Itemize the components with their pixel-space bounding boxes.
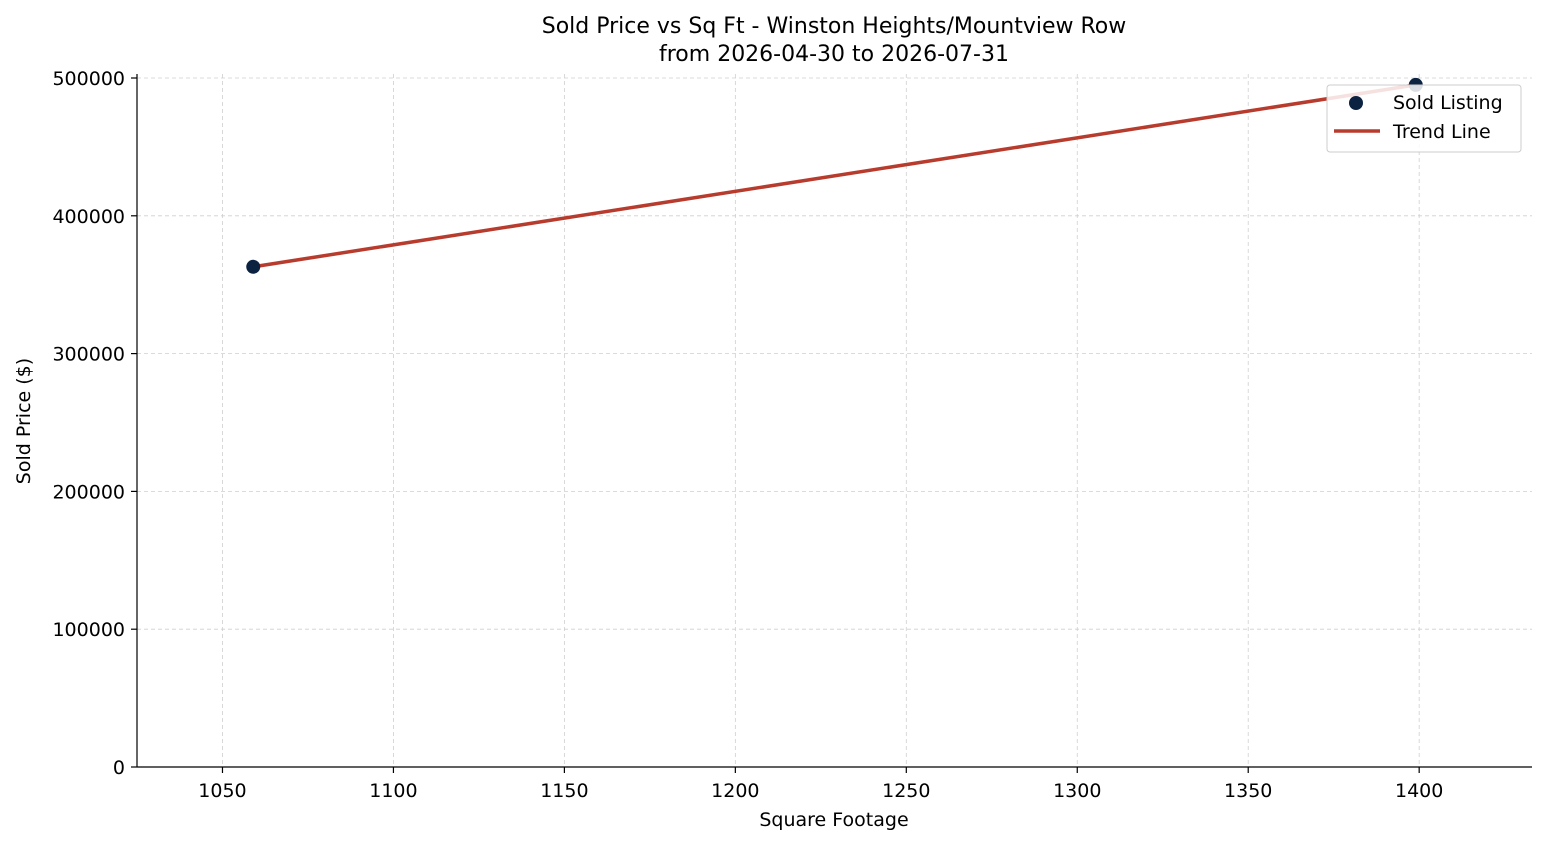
grid-lines [137, 74, 1532, 767]
scatter-point [246, 259, 261, 274]
legend-box [1326, 84, 1522, 153]
legend-label-sold-listing: Sold Listing [1393, 92, 1503, 114]
x-tick-label: 1150 [540, 780, 588, 802]
y-tick-label: 400000 [52, 206, 125, 228]
chart-title: Sold Price vs Sq Ft - Winston Heights/Mo… [542, 14, 1127, 39]
y-tick-label: 500000 [52, 68, 125, 90]
legend: Sold Listing Trend Line [1326, 84, 1522, 153]
y-tick-label: 100000 [52, 619, 125, 641]
x-tick-label: 1400 [1395, 780, 1443, 802]
y-axis-label: Sold Price ($) [13, 358, 35, 484]
x-tick-label: 1250 [882, 780, 930, 802]
x-tick-label: 1050 [198, 780, 246, 802]
plot-series [246, 77, 1423, 274]
legend-scatter-marker [1349, 96, 1363, 110]
x-tick-label: 1100 [369, 780, 417, 802]
x-tick-label: 1300 [1053, 780, 1101, 802]
trend-line [252, 83, 1417, 269]
y-tick-label: 300000 [52, 344, 125, 366]
legend-label-trend-line: Trend Line [1392, 121, 1491, 143]
axis-ticks: 1050 1100 1150 1200 1250 1300 1350 1400 0 100000 2… [52, 68, 1443, 802]
x-tick-label: 1350 [1224, 780, 1272, 802]
y-tick-label: 0 [113, 757, 125, 779]
chart-subtitle: from 2026-04-30 to 2026-07-31 [659, 42, 1009, 67]
x-axis-label: Square Footage [759, 809, 908, 831]
x-tick-label: 1200 [711, 780, 759, 802]
y-tick-label: 200000 [52, 481, 125, 503]
